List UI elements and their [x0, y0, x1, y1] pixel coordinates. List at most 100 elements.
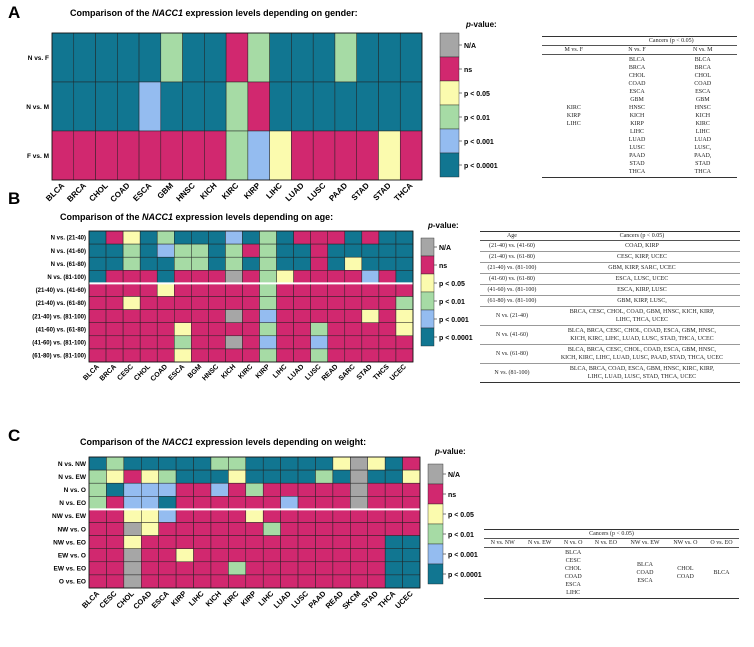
row-label: N vs. EW: [58, 474, 87, 481]
heatmap-cell: [208, 322, 226, 337]
heatmap-cell: [280, 535, 299, 549]
heatmap-cell: [139, 283, 158, 297]
heatmap-cell: [156, 296, 175, 310]
heatmap-cell: [123, 522, 142, 536]
legend-title: p-value:: [427, 221, 459, 230]
heatmap-cell: [105, 335, 124, 350]
table-age-cancers: GBM, KIRP, SARC, UCEC: [543, 262, 740, 274]
row-label: N vs. O: [64, 487, 86, 494]
heatmap-cell: [88, 348, 107, 363]
row-label: (41-60) vs. (81-100): [32, 340, 86, 346]
heatmap-cell: [334, 32, 357, 83]
row-label: NW vs. EO: [53, 539, 86, 546]
heatmap-cell: [327, 348, 346, 363]
heatmap-cell: [106, 574, 125, 589]
heatmap-cell: [88, 469, 107, 484]
heatmap-cell: [242, 243, 260, 258]
heatmap-cell: [327, 322, 346, 337]
heatmap-cell: [193, 456, 212, 471]
legend-swatch: [427, 563, 444, 585]
heatmap-cell: [245, 561, 264, 576]
heatmap-cell: [276, 270, 294, 284]
legend-label: N/A: [448, 472, 460, 479]
heatmap-cell: [158, 522, 177, 536]
heatmap-cell: [367, 482, 386, 497]
heatmap-cell: [310, 335, 328, 350]
heatmap-cell: [395, 256, 414, 271]
heatmap-cell: [344, 256, 363, 271]
heatmap-cell: [175, 482, 194, 497]
heatmap-cell: [384, 482, 403, 497]
heatmap-cell: [378, 243, 397, 258]
heatmap-cell: [210, 535, 229, 549]
table-gender: Cancers (p < 0.05) M vs. F N vs. F N vs.…: [542, 36, 737, 178]
heatmap-cell: [175, 548, 194, 563]
heatmap-cell: [88, 535, 107, 549]
heatmap-cell: [312, 130, 336, 181]
legend-swatch: [420, 237, 435, 257]
heatmap-border: [88, 230, 414, 363]
heatmap-cell: [395, 309, 414, 323]
heatmap-cell: [193, 522, 212, 536]
heatmap-cell: [106, 561, 125, 576]
heatmap-cell: [210, 574, 229, 589]
table-weight-cell: BLCA: [704, 547, 739, 599]
column-label: STAD: [356, 363, 374, 381]
heatmap-cell: [259, 309, 277, 323]
row-label: (41-60) vs. (61-80): [36, 327, 86, 333]
heatmap-cell: [350, 496, 368, 510]
heatmap-cell: [259, 230, 277, 245]
heatmap-cell: [193, 509, 212, 523]
heatmap-cell: [141, 522, 159, 536]
heatmap-cell: [297, 561, 316, 576]
legend-swatch: [427, 463, 444, 485]
panel-label-b: B: [8, 189, 21, 208]
heatmap-cell: [259, 270, 277, 284]
heatmap-cell: [276, 309, 294, 323]
heatmap-cell: [160, 81, 183, 132]
table-age-col: Age: [480, 231, 544, 241]
heatmap-cell: [399, 81, 423, 132]
heatmap-cell: [327, 270, 346, 284]
heatmap-cell: [88, 482, 107, 497]
heatmap-cell: [158, 561, 177, 576]
heatmap-cell: [310, 283, 328, 297]
heatmap-cell: [310, 243, 328, 258]
heatmap-cell: [182, 32, 205, 83]
legend-label: p < 0.05: [439, 281, 465, 288]
heatmap-cell: [402, 535, 421, 549]
column-label: KIRC: [237, 363, 254, 380]
column-label: KICH: [220, 363, 237, 380]
heatmap-cell: [158, 469, 177, 484]
heatmap-cell: [315, 456, 334, 471]
heatmap-cell: [262, 535, 281, 549]
row-label: (61-80) vs. (81-100): [32, 354, 86, 360]
heatmap-cell: [158, 548, 177, 563]
heatmap-cell: [242, 309, 260, 323]
heatmap-cell: [193, 574, 212, 589]
heatmap-cell: [182, 81, 205, 132]
heatmap-cell: [117, 32, 140, 83]
row-label: NW vs. EW: [52, 513, 87, 520]
heatmap-cell: [280, 509, 299, 523]
legend-label: p < 0.0001: [464, 163, 498, 170]
heatmap-cell: [297, 496, 316, 510]
heatmap-cell: [367, 561, 386, 576]
legend-swatch: [439, 128, 460, 154]
heatmap-cell: [310, 270, 328, 284]
heatmap-cell: [174, 309, 192, 323]
heatmap-cell: [174, 296, 192, 310]
legend-swatch: [420, 273, 435, 293]
heatmap-cell: [51, 32, 75, 83]
heatmap-cell: [88, 270, 107, 284]
heatmap-cell: [122, 270, 141, 284]
row-label: N vs. (61-80): [51, 262, 86, 268]
chart-title-gender: Comparison of the NACC1 expression level…: [70, 8, 358, 18]
row-label: N vs. F: [28, 55, 49, 62]
heatmap-cell: [175, 496, 194, 510]
heatmap-cell: [225, 283, 243, 297]
table-weight-col: N vs. O: [557, 538, 589, 548]
heatmap-cell: [344, 230, 363, 245]
heatmap-cell: [378, 283, 397, 297]
heatmap-cell: [259, 322, 277, 337]
